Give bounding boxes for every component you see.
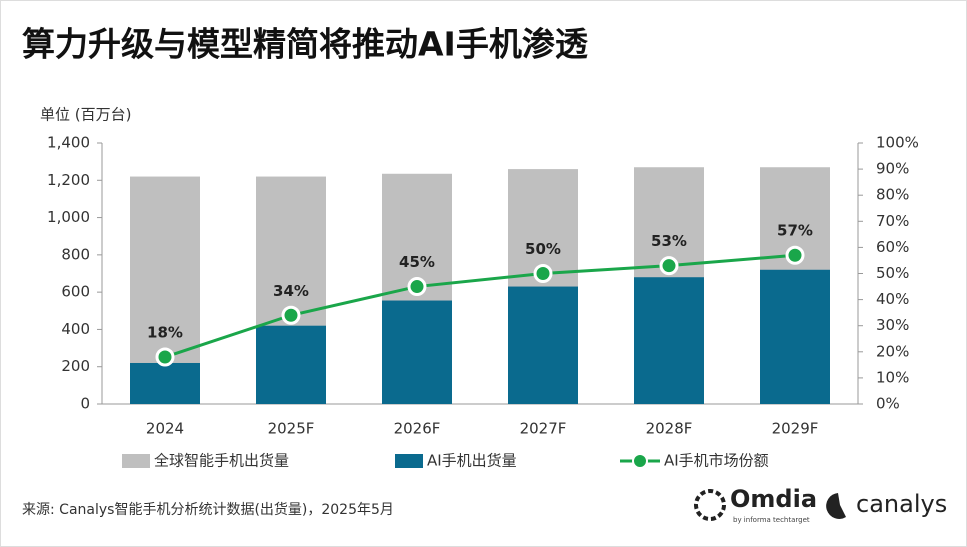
x-tick-label: 2027F (520, 420, 567, 438)
marker (155, 347, 175, 367)
y-tick-label: 1,200 (47, 171, 90, 189)
data-label: 18% (147, 324, 183, 342)
chart-title: 算力升级与模型精简将推动AI手机渗透 (22, 25, 588, 64)
line (164, 253, 796, 359)
omdia-icon (694, 489, 726, 521)
y2-tick-label: 30% (876, 316, 909, 334)
source: 来源: Canalys智能手机分析统计数据(出货量)，2025年5月 (22, 501, 394, 518)
x-tick-label: 2029F (772, 420, 819, 438)
bar (760, 269, 830, 404)
x-tick-label: 2028F (646, 420, 693, 438)
y-tick-label: 1,000 (47, 208, 90, 226)
data-label: 45% (399, 253, 435, 271)
data-label: 34% (273, 282, 309, 300)
y2-tick-label: 50% (876, 264, 909, 282)
x-tick-label: 2025F (268, 420, 315, 438)
y-tick-label: 1,400 (47, 134, 90, 152)
marker (281, 305, 301, 325)
marker (407, 277, 427, 297)
y2-tick-label: 0% (876, 395, 900, 413)
y-tick-label: 800 (61, 245, 90, 263)
y2-tick-label: 60% (876, 238, 909, 256)
logo-omdia-sub: by informa techtarget (733, 516, 810, 524)
legend-swatch (632, 453, 648, 469)
bar (634, 277, 704, 404)
y2-tick-label: 10% (876, 368, 909, 386)
legend-swatch (395, 454, 423, 468)
y2-tick-label: 90% (876, 160, 909, 178)
y2-tick-label: 100% (876, 134, 919, 152)
data-label: 50% (525, 240, 561, 258)
x-tick-label: 2024 (146, 420, 184, 438)
canalys-icon (826, 493, 846, 519)
bar (130, 362, 200, 404)
bar (508, 286, 578, 404)
y2-tick-label: 70% (876, 212, 909, 230)
logo-canalys: canalys (856, 490, 947, 518)
marker (785, 245, 805, 265)
bar (256, 325, 326, 404)
bar (382, 300, 452, 404)
x-tick-label: 2026F (394, 420, 441, 438)
legend-label: 全球智能手机出货量 (154, 452, 289, 470)
y-tick-label: 400 (61, 320, 90, 338)
legend-label: AI手机出货量 (427, 452, 517, 470)
y2-tick-label: 40% (876, 290, 909, 308)
marker (533, 264, 553, 283)
y2-tick-label: 80% (876, 186, 909, 204)
data-label: 57% (777, 222, 813, 240)
y-tick-label: 600 (61, 283, 90, 301)
logo-omdia: Omdia (730, 485, 817, 513)
data-label: 53% (651, 232, 687, 250)
legend-swatch (122, 454, 150, 468)
y-tick-label: 200 (61, 357, 90, 375)
marker (659, 256, 679, 276)
y-axis-label: 单位 (百万台) (40, 106, 131, 124)
y-tick-label: 0 (80, 395, 90, 413)
y2-tick-label: 20% (876, 342, 909, 360)
legend-label: AI手机市场份额 (664, 452, 769, 470)
